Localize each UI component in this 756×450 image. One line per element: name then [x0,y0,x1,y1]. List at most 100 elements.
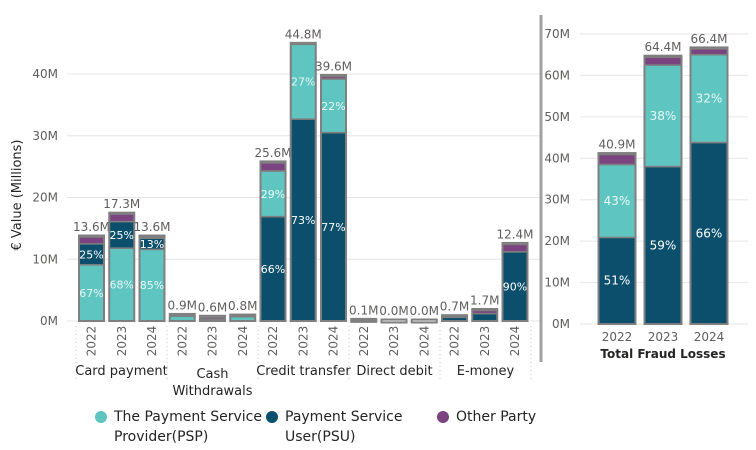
total-label: 25.6M [254,146,291,160]
legend-item-psp[interactable]: The Payment Service Provider(PSP) [95,407,264,447]
year-label: 2024 [236,326,250,357]
psu-percent-label: 25% [110,229,134,242]
other-segment [501,243,529,253]
y-tick-label: 60M [544,68,570,82]
psu-percent-label: 77% [321,221,345,234]
psu-percent-label: 25% [79,248,103,261]
bar-outline [441,314,468,322]
year-label: 2023 [387,326,401,357]
bar-outline [380,318,408,324]
year-label: 2024 [327,326,341,357]
total-label: 0.9M [168,298,197,312]
y-tick-label: 10M [32,252,58,266]
category-label: Cash [196,367,228,382]
other-segment [643,56,683,66]
bar-outline [168,312,196,323]
total-label: 0.8M [228,299,257,313]
other-segment [138,236,166,240]
year-label: 2024 [694,330,725,344]
psu-percent-label: 51% [604,274,631,288]
bar-outline [229,313,257,322]
y-tick-label: 40M [32,67,58,81]
psu-legend-marker [266,411,278,423]
bar-outline [471,308,499,323]
year-label: 2022 [357,326,371,357]
other-legend-marker [437,411,449,423]
other-segment [108,213,135,223]
year-label: 2023 [206,326,220,357]
total-label: 13.6M [73,220,110,234]
total-label: 0.0M [379,304,408,318]
total-label: 64.4M [644,40,681,54]
year-label: 2024 [417,326,431,357]
psu-segment [471,312,498,322]
psp-percent-label: 29% [261,188,285,201]
category-label: E-money [457,364,515,379]
legend-label: Other Party [456,409,537,425]
y-axis-title: € Value (Millions) [10,139,25,250]
bar-outline [138,234,166,323]
y-tick-label: 40M [544,151,570,165]
other-segment [199,316,226,320]
bar-outline [350,317,378,323]
psp-segment [689,53,729,144]
category-label: Direct debit [356,364,432,379]
y-tick-label: 0M [40,314,58,328]
bar-outline [289,41,317,323]
other-segment [259,162,287,172]
year-label: 2024 [145,326,159,357]
legend-item-psu[interactable]: Payment Service User(PSU) [266,407,415,447]
bar-outline [320,73,347,322]
psp-percent-label: 68% [110,279,134,292]
y-tick-label: 50M [544,110,570,124]
y-tick-label: 10M [544,276,570,290]
total-label: 12.4M [496,227,533,241]
year-label: 2022 [85,326,99,357]
psp-percent-label: 22% [321,100,345,113]
y-tick-label: 20M [32,191,58,205]
y-tick-label: 30M [32,129,58,143]
legend-item-other[interactable]: Other Party [437,407,606,427]
bar-outline [689,46,729,326]
psp-segment [643,64,683,168]
psp-percent-label: 67% [79,287,103,300]
total-label: 13.6M [133,220,170,234]
category-label: Withdrawals [172,384,252,399]
total-label: 66.4M [690,32,727,46]
psu-segment [290,118,317,322]
other-segment [471,309,498,315]
psu-percent-label: 66% [261,263,285,276]
year-label: 2023 [296,326,310,357]
year-label: 2022 [448,326,462,357]
psp-segment [138,248,166,322]
bar-outline [410,318,438,324]
other-segment [689,48,729,56]
psp-percent-label: 85% [140,279,164,292]
other-segment [320,75,347,80]
other-segment [597,153,637,166]
year-label: 2022 [602,330,633,344]
psu-percent-label: 90% [503,280,527,293]
bar-outline [78,234,105,323]
other-segment [169,314,196,317]
total-label: 0.7M [440,300,469,314]
psp-legend-marker [95,411,107,423]
bar-outline [597,152,637,325]
total-label: 44.8M [285,27,322,41]
year-label: 2023 [478,326,492,357]
bar-outline [259,160,287,322]
y-tick-label: 30M [544,193,570,207]
psp-percent-label: 38% [650,109,677,123]
year-label: 2022 [175,326,189,357]
x-axis-title: Total Fraud Losses [600,347,725,361]
category-label: Credit transfer [256,364,351,379]
total-label: 0.1M [349,303,378,317]
y-tick-label: 20M [544,234,570,248]
other-segment [441,315,468,319]
legend-label: Payment Service User(PSU) [285,409,403,445]
total-label: 0.0M [410,304,439,318]
year-label: 2022 [266,326,280,357]
bar-outline [501,241,529,322]
